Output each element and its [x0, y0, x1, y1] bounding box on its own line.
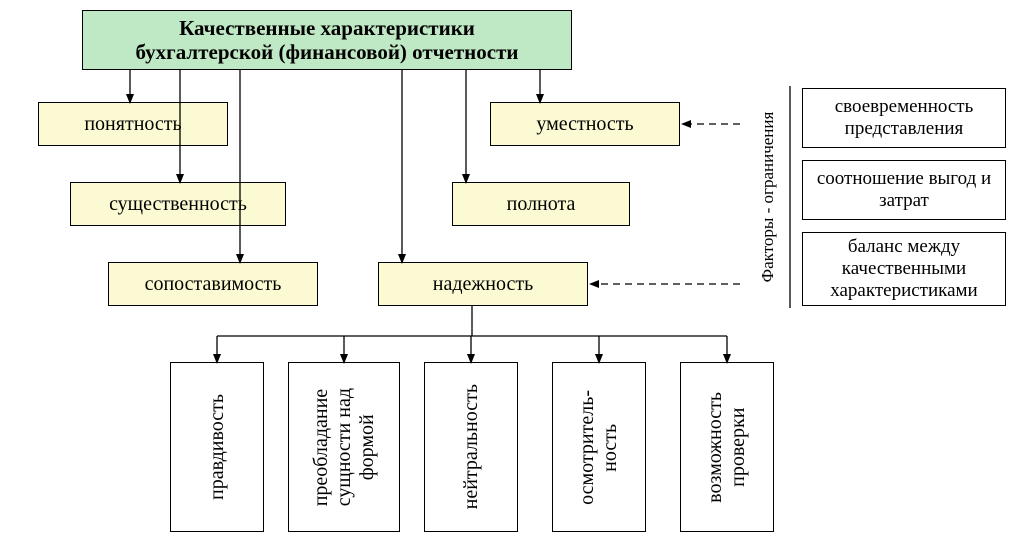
label: уместность [536, 113, 633, 136]
node-sopostavimost: сопоставимость [108, 262, 318, 306]
factors-side-label: Факторы - ограничения [758, 112, 778, 283]
label: сопоставимость [145, 273, 282, 296]
node-preobladanie: преобладание сущности над формой [288, 362, 400, 532]
node-polnota: полнота [452, 182, 630, 226]
label: нейтральность [460, 384, 483, 509]
label: существенность [109, 193, 247, 216]
node-osmotritelnost: осмотритель- ность [552, 362, 646, 532]
label: правдивость [206, 394, 229, 500]
factor-sootnoshenie: соотношение выгод и затрат [802, 160, 1006, 220]
label: баланс между качественными характеристик… [809, 236, 999, 302]
label: надежность [433, 273, 533, 296]
node-sushchestvennost: существенность [70, 182, 286, 226]
node-ponyatnost: понятность [38, 102, 228, 146]
title-box: Качественные характеристики бухгалтерско… [82, 10, 572, 70]
node-umestnost: уместность [490, 102, 680, 146]
label: полнота [507, 193, 576, 216]
factor-balans: баланс между качественными характеристик… [802, 232, 1006, 306]
node-pravdivost: правдивость [170, 362, 264, 532]
diagram-canvas: Качественные характеристики бухгалтерско… [0, 0, 1019, 550]
label: преобладание сущности над формой [310, 388, 379, 506]
title-line2: бухгалтерской (финансовой) отчетности [135, 40, 518, 64]
label: соотношение выгод и затрат [809, 168, 999, 212]
label: возможность проверки [704, 392, 750, 503]
label: своевременность представления [809, 96, 999, 140]
factor-svoevremennost: своевременность представления [802, 88, 1006, 148]
label: понятность [84, 113, 181, 136]
title-line1: Качественные характеристики [179, 16, 475, 40]
label: осмотритель- ность [576, 390, 622, 505]
node-vozmozhnost: возможность проверки [680, 362, 774, 532]
node-nadezhnost: надежность [378, 262, 588, 306]
node-neytralnost: нейтральность [424, 362, 518, 532]
label: Факторы - ограничения [758, 112, 777, 283]
